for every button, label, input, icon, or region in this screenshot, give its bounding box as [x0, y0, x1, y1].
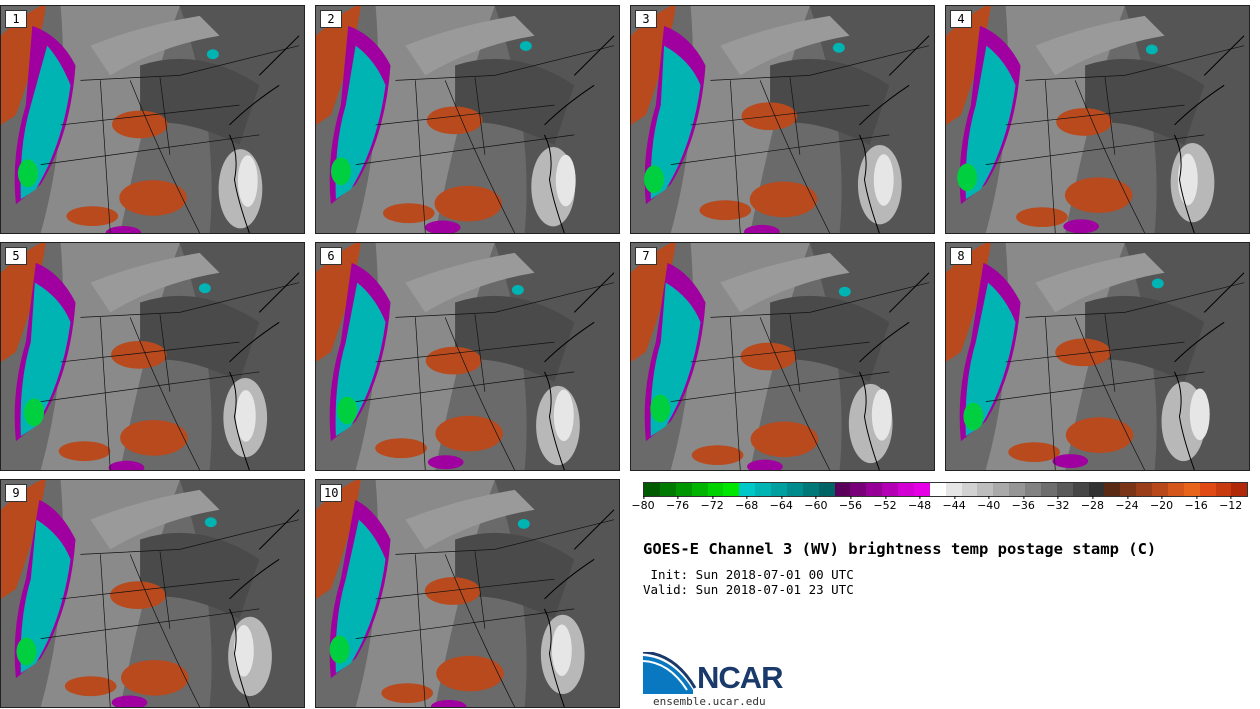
colorbar-tick-label: −52	[873, 496, 897, 512]
colorbar-swatch	[1167, 483, 1184, 496]
colorbar-swatch	[786, 483, 803, 496]
valid-time: Valid: Sun 2018-07-01 23 UTC	[643, 582, 854, 597]
member-panel: 10	[315, 479, 620, 708]
colorbar-swatch	[1104, 483, 1121, 496]
member-panel: 1	[0, 5, 305, 234]
colorbar-swatch	[993, 483, 1010, 496]
colorbar-swatch	[1215, 483, 1232, 496]
ncar-logo-text: NCAR	[697, 660, 784, 695]
colorbar-swatch	[1183, 483, 1200, 496]
member-number-label: 3	[635, 10, 657, 28]
member-panel: 7	[630, 242, 935, 471]
colorbar-swatch	[1056, 483, 1073, 496]
member-panel: 6	[315, 242, 620, 471]
colorbar-ticks: −80 −76 −72 −68 −64 −60 −56 −52 −48 −44 −40 −36 −32−…	[631, 496, 1248, 519]
water-vapor-map	[631, 243, 934, 470]
colorbar-swatch	[866, 483, 883, 496]
colorbar-tick-label: −68	[735, 496, 759, 512]
colorbar-swatch	[1231, 483, 1248, 496]
member-number-label: 8	[950, 247, 972, 265]
colorbar-tick-label: −20	[1149, 496, 1174, 512]
colorbar-tick-label: −24	[1115, 496, 1139, 512]
water-vapor-map	[946, 243, 1249, 470]
colorbar-swatch	[1025, 483, 1041, 496]
member-panel: 3	[630, 5, 935, 234]
member-number-label: 4	[950, 10, 972, 28]
member-panel: 8	[945, 242, 1250, 471]
plot-title: GOES-E Channel 3 (WV) brightness temp po…	[643, 540, 1157, 558]
colorbar-tick-label: −76	[665, 496, 690, 512]
colorbar-tick-label: −44	[942, 496, 966, 512]
colorbar-tick-label: −40	[977, 496, 1001, 512]
colorbar-swatch	[1199, 483, 1216, 496]
colorbar-swatch	[691, 483, 708, 496]
colorbar-swatch	[802, 483, 819, 496]
colorbar-tick-label: −32	[1046, 496, 1070, 512]
colorbar-tick-label: −48	[907, 496, 932, 512]
colorbar-tick-label: −16	[1184, 496, 1208, 512]
member-number-label: 10	[320, 484, 343, 502]
colorbar-swatch	[739, 483, 756, 496]
website-url: ensemble.ucar.edu	[653, 695, 766, 708]
member-number-label: 1	[5, 10, 27, 28]
colorbar-swatch	[882, 483, 898, 496]
colorbar-tick-label: −60	[804, 496, 828, 512]
colorbar-tick-label: −28	[1080, 496, 1105, 512]
member-panel: 9	[0, 479, 305, 708]
water-vapor-map	[1, 480, 304, 707]
colorbar-swatch	[659, 483, 676, 496]
water-vapor-map	[631, 6, 934, 233]
colorbar-tick-label: −72	[700, 496, 724, 512]
colorbar-swatch	[977, 483, 994, 496]
water-vapor-map	[1, 6, 304, 233]
member-number-label: 7	[635, 247, 657, 265]
colorbar-swatch	[818, 483, 835, 496]
colorbar-swatch	[1072, 483, 1089, 496]
colorbar-swatch	[675, 483, 692, 496]
colorbar-tick-label: −12	[1219, 496, 1243, 512]
colorbar-tick-label: −64	[769, 496, 793, 512]
water-vapor-map	[946, 6, 1249, 233]
ncar-logo-icon	[643, 652, 697, 694]
water-vapor-map	[316, 6, 619, 233]
colorbar-swatch	[850, 483, 867, 496]
member-panel: 4	[945, 5, 1250, 234]
water-vapor-map	[1, 243, 304, 470]
colorbar-swatch	[961, 483, 978, 496]
colorbar-swatch	[723, 483, 740, 496]
member-number-label: 6	[320, 247, 342, 265]
member-number-label: 9	[5, 484, 27, 502]
colorbar-tick-label: −56	[838, 496, 863, 512]
colorbar-tick-label: −36	[1011, 496, 1035, 512]
colorbar-swatch	[644, 483, 660, 496]
colorbar-swatch	[834, 483, 851, 496]
member-panel: 2	[315, 5, 620, 234]
colorbar-swatch	[707, 483, 724, 496]
colorbar-swatch	[1009, 483, 1025, 496]
colorbar-swatch	[1152, 483, 1168, 496]
init-time: Init: Sun 2018-07-01 00 UTC	[643, 567, 854, 582]
member-panel: 5	[0, 242, 305, 471]
colorbar-swatch	[913, 483, 930, 496]
colorbar-swatch	[898, 483, 914, 496]
colorbar	[643, 482, 1248, 497]
colorbar-swatch	[1136, 483, 1152, 496]
water-vapor-map	[316, 480, 619, 707]
colorbar-swatch	[771, 483, 787, 496]
colorbar-swatch	[929, 483, 946, 496]
colorbar-swatch	[1040, 483, 1057, 496]
colorbar-swatch	[1120, 483, 1137, 496]
member-number-label: 2	[320, 10, 342, 28]
member-number-label: 5	[5, 247, 27, 265]
colorbar-swatch	[1088, 483, 1105, 496]
colorbar-tick-label: −80	[631, 496, 655, 512]
colorbar-swatch	[945, 483, 962, 496]
colorbar-swatch	[755, 483, 771, 496]
water-vapor-map	[316, 243, 619, 470]
